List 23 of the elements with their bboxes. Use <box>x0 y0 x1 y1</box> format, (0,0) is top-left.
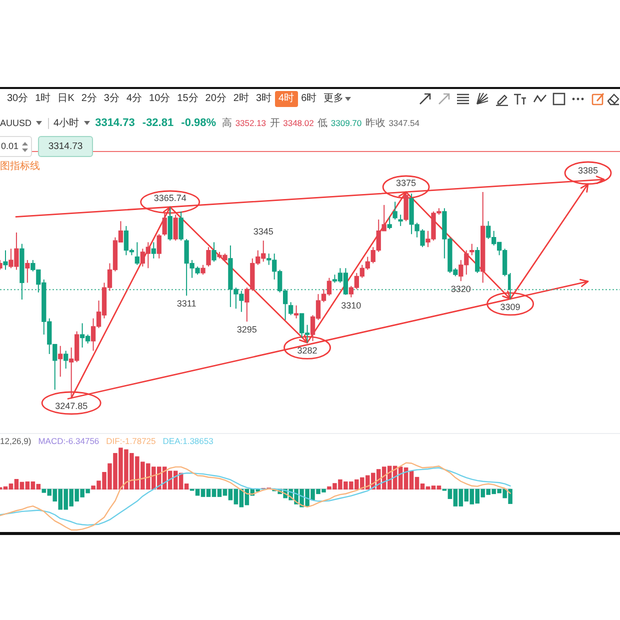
annotation: 3345 <box>253 226 274 237</box>
text: DIF:-1.78725 <box>106 436 156 447</box>
text: 30分 1时 日K 2分 3分 4分 10分 15分 20分 2时 3时 4时 6时 更多 <box>7 93 344 104</box>
annotation: 3311 <box>176 298 196 309</box>
text: 3314.73 -32.81 -0.98% <box>95 117 216 129</box>
annotation: 3247.85 <box>55 400 88 411</box>
annotation: 3295 <box>236 324 257 335</box>
text: 3385 <box>578 165 598 176</box>
text: 12,26,9) <box>0 436 32 447</box>
text: DEA:1.38653 <box>162 436 214 447</box>
chart-subtitle: 4小时 <box>54 116 80 130</box>
annotation: 3365.74 <box>154 192 186 203</box>
annotation: 3282 <box>297 346 318 356</box>
text: 高 3352.13 开 3348.02 低 3309.70 昨收 3347.54 <box>222 118 420 129</box>
text-field: 0.01 <box>0 136 32 157</box>
chart-title: AUUSD <box>0 118 32 128</box>
annotation: 3310 <box>341 300 362 310</box>
text: MACD:-6.34756 <box>38 436 100 447</box>
annotation: 3320 <box>450 284 471 294</box>
text: 图指标线 <box>0 161 40 173</box>
text-field: 3314.73 <box>38 136 93 157</box>
annotation: 3309 <box>500 302 520 312</box>
annotation: 3375 <box>396 178 416 188</box>
